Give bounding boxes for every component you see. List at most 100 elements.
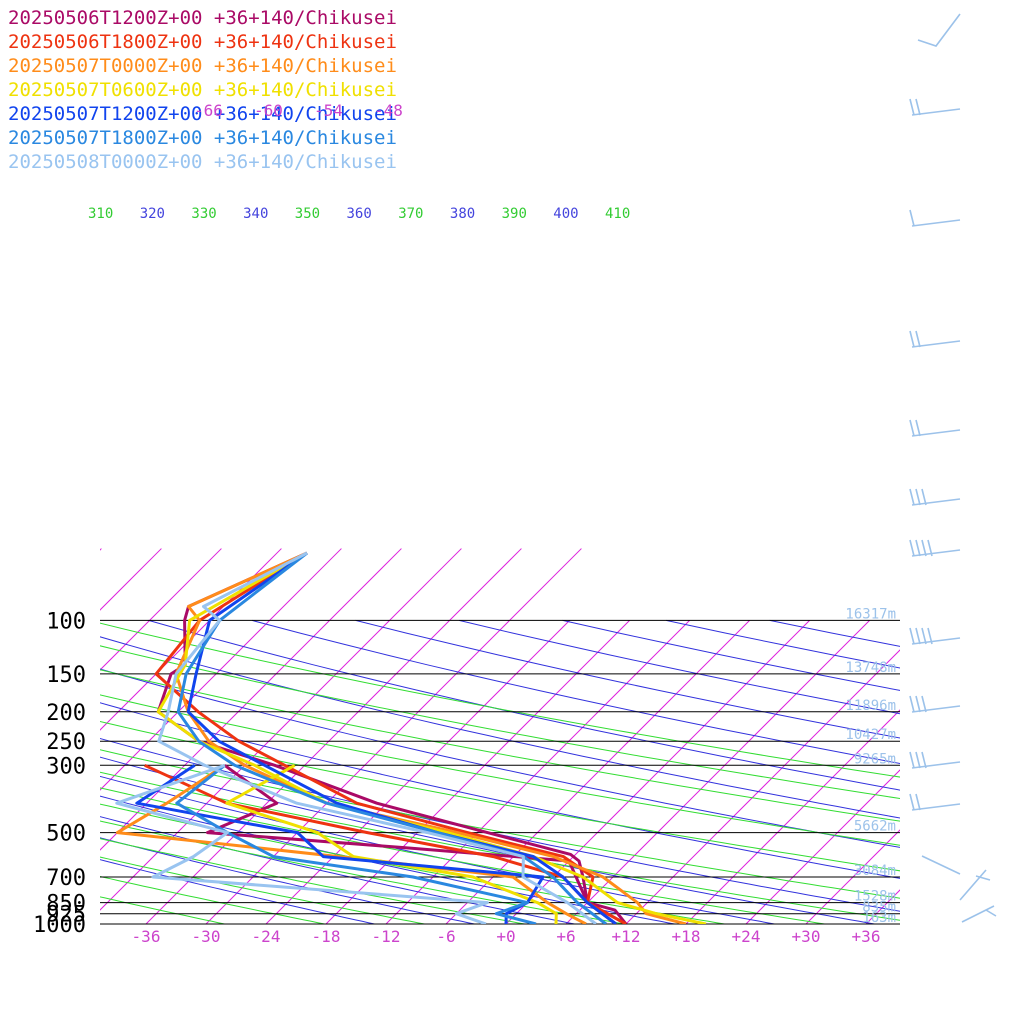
legend-entry-7: 20250508T0000Z+00 +36+140/Chikusei xyxy=(8,151,397,173)
theta-label: 310 xyxy=(88,206,113,222)
dewpoint-profile-line-7 xyxy=(115,763,489,924)
temperature-profile-line-2 xyxy=(154,551,627,924)
dry-adiabat-line xyxy=(355,619,900,739)
temperature-profile-line-5 xyxy=(186,551,617,924)
isotherm-line xyxy=(325,620,630,924)
pressure-label: 700 xyxy=(46,866,86,891)
pressure-label: 500 xyxy=(46,822,86,847)
theta-label: 390 xyxy=(502,206,527,222)
theta-label: 340 xyxy=(243,206,268,222)
wind-barb-feather xyxy=(909,793,915,811)
theta-label: 320 xyxy=(140,206,165,222)
wind-barb xyxy=(921,855,961,875)
pressure-label: 250 xyxy=(46,730,86,755)
height-label: 1528m xyxy=(854,889,896,905)
legend-entry-1: 20250506T1200Z+00 +36+140/Chikusei xyxy=(8,7,397,29)
dewpoint-profile-line-6 xyxy=(175,764,537,924)
isotherm-line xyxy=(149,548,222,621)
wind-barb xyxy=(909,695,961,713)
temperature-profile-line-1 xyxy=(156,551,628,924)
moist-adiabat-line xyxy=(100,787,825,924)
wind-barb xyxy=(909,751,961,769)
isotherm-line xyxy=(389,548,462,621)
wind-barb xyxy=(909,98,961,116)
height-label: 163m xyxy=(862,910,896,926)
wind-barb xyxy=(909,209,961,227)
wind-barb xyxy=(959,869,991,901)
temperature-tick-label: -24 xyxy=(252,927,281,946)
moist-adiabat-line xyxy=(100,749,900,899)
wind-barb-feather xyxy=(915,98,921,116)
dewpoint-profile-line-5 xyxy=(135,764,545,924)
wind-barb-feather xyxy=(915,627,921,645)
wind-barb-feather xyxy=(921,751,927,769)
wind-barb-feather xyxy=(915,751,921,769)
wind-barb xyxy=(909,793,961,811)
upper-temperature-label: -66 xyxy=(194,101,223,120)
wind-barb-feather xyxy=(915,488,921,506)
wind-barb xyxy=(909,627,961,645)
wind-barb-feather xyxy=(927,539,933,557)
legend-entry-4: 20250507T0600Z+00 +36+140/Chikusei xyxy=(8,79,397,101)
temperature-tick-label: +36 xyxy=(852,927,881,946)
wind-barb-feather xyxy=(921,539,927,557)
isotherm-line xyxy=(100,620,270,791)
height-label: 11896m xyxy=(845,698,896,714)
height-label: 3084m xyxy=(854,863,896,879)
wind-barb xyxy=(917,13,961,47)
isotherm-line xyxy=(625,649,900,924)
wind-barb-staff xyxy=(959,869,991,901)
isotherm-line xyxy=(449,548,522,621)
wind-barb-feather xyxy=(909,209,915,227)
wind-barb-feather xyxy=(909,488,915,506)
temperature-tick-label: -12 xyxy=(372,927,401,946)
temperature-tick-label: +18 xyxy=(672,927,701,946)
wind-barb xyxy=(909,539,961,557)
wind-barb-feather xyxy=(921,627,927,645)
temperature-profile-line-6 xyxy=(176,551,607,924)
isotherm-line xyxy=(329,548,402,621)
wind-barb xyxy=(909,330,961,348)
temperature-tick-label: +12 xyxy=(612,927,641,946)
wind-barb-feather xyxy=(927,627,933,645)
theta-label: 370 xyxy=(398,206,423,222)
wind-barb-staff xyxy=(921,855,961,875)
temperature-profile-line-7 xyxy=(157,551,597,924)
wind-barb-staff xyxy=(911,219,961,227)
temperature-tick-label: -6 xyxy=(436,927,455,946)
isotherm-line xyxy=(986,620,1024,924)
pressure-label: 100 xyxy=(46,609,86,634)
pressure-label: 850 xyxy=(46,892,86,917)
isotherm-line xyxy=(100,620,390,911)
legend-entry-2: 20250506T1800Z+00 +36+140/Chikusei xyxy=(8,31,397,53)
isotherm-line xyxy=(100,548,162,611)
theta-label: 380 xyxy=(450,206,475,222)
wind-barb-feather xyxy=(909,330,915,348)
pressure-label: 925 xyxy=(46,903,86,928)
upper-temperature-label: -48 xyxy=(374,101,403,120)
isotherm-line xyxy=(445,620,750,924)
height-label: 10427m xyxy=(845,727,896,743)
temperature-tick-label: -36 xyxy=(132,927,161,946)
temperature-profile-line-3 xyxy=(174,551,687,924)
pressure-label: 300 xyxy=(46,754,86,779)
upper-temperature-label: -54 xyxy=(314,101,343,120)
temperature-tick-label: -18 xyxy=(312,927,341,946)
dewpoint-profile-line-4 xyxy=(225,763,558,924)
wind-barb-feather xyxy=(909,419,915,437)
pressure-label: 1000 xyxy=(33,913,86,938)
pressure-label: 200 xyxy=(46,701,86,726)
isotherm-line xyxy=(265,620,570,924)
moist-adiabat-line xyxy=(100,820,625,924)
wind-barb-feather xyxy=(921,695,927,713)
legend: 20250506T1200Z+00 +36+140/Chikusei 20250… xyxy=(8,6,397,174)
wind-barb xyxy=(961,905,997,923)
wind-barb-feather xyxy=(915,539,921,557)
wind-barb-staff xyxy=(961,905,997,923)
wind-barb-staff xyxy=(917,13,961,47)
temperature-tick-label: +30 xyxy=(792,927,821,946)
isotherm-line xyxy=(509,548,582,621)
wind-barb-feather xyxy=(915,419,921,437)
wind-barb-feather xyxy=(921,488,927,506)
